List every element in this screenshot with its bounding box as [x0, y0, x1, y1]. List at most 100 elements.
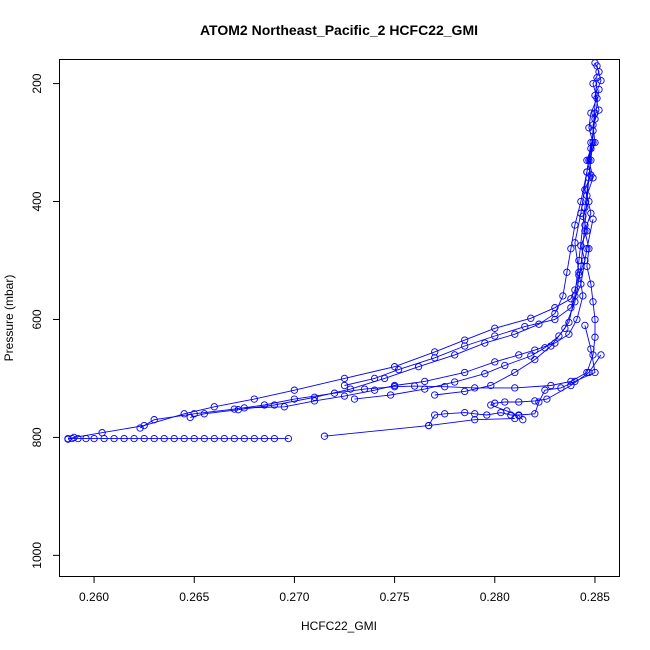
x-tick-label: 0.260 [79, 590, 109, 604]
data-point [160, 434, 168, 443]
y-tick-label: 1000 [30, 542, 44, 569]
data-point [571, 377, 579, 386]
data-point [310, 397, 319, 405]
data-point [230, 434, 238, 443]
data-point [270, 434, 279, 443]
data-point [541, 386, 549, 394]
data-point [290, 386, 299, 394]
data-point [585, 245, 593, 253]
data-point [481, 339, 489, 347]
data-point [483, 411, 491, 419]
data-point [250, 434, 258, 443]
data-point [597, 351, 605, 359]
data-point [451, 351, 459, 359]
data-point [394, 365, 403, 374]
y-axis: 200 400 600 800 1000 [30, 73, 60, 569]
data-point [521, 322, 529, 331]
data-point [220, 434, 228, 443]
data-point [100, 434, 108, 443]
data-point [587, 138, 595, 147]
data-point [136, 424, 144, 432]
data-point [441, 383, 449, 391]
series-line [67, 62, 600, 440]
series-group [186, 85, 603, 422]
series-line [139, 65, 602, 429]
data-point [421, 377, 429, 386]
chart-title: ATOM2 Northeast_Pacific_2 HCFC22_GMI [200, 22, 478, 38]
data-point [567, 304, 575, 312]
series-group [64, 59, 603, 443]
data-point [519, 416, 527, 424]
data-point [501, 361, 509, 370]
data-point [491, 332, 499, 340]
data-point [531, 410, 539, 418]
data-point [130, 434, 138, 443]
data-point [431, 348, 439, 356]
data-point [370, 374, 379, 383]
data-point [531, 355, 539, 364]
data-point [579, 292, 587, 300]
data-point [370, 386, 379, 394]
data-point [491, 324, 499, 332]
x-axis: 0.260 0.265 0.270 0.275 0.280 0.285 [79, 576, 610, 604]
data-point [511, 384, 519, 392]
data-point [591, 315, 599, 324]
data-point [491, 399, 499, 407]
data-point [487, 401, 495, 409]
data-point [531, 397, 539, 405]
data-point [585, 174, 593, 182]
data-point [563, 268, 571, 276]
data-point [573, 315, 581, 324]
data-point [471, 416, 479, 424]
data-point [230, 405, 238, 413]
y-tick-label: 800 [30, 427, 44, 447]
plot-area [64, 59, 605, 443]
data-point [421, 385, 429, 393]
data-point [390, 381, 399, 390]
data-point [140, 434, 148, 443]
data-point [551, 309, 559, 318]
series-line [434, 77, 598, 396]
data-point [386, 391, 395, 399]
series-group [431, 74, 601, 399]
data-point [481, 370, 489, 378]
data-point [290, 395, 299, 403]
data-point [567, 381, 575, 390]
series-line [344, 219, 594, 386]
series-line [190, 89, 600, 418]
data-point [350, 395, 359, 403]
data-point [581, 221, 589, 229]
data-point [425, 421, 433, 430]
data-point [140, 421, 148, 430]
data-point [90, 434, 98, 443]
data-point [589, 215, 597, 223]
data-point [240, 434, 248, 443]
data-point [170, 434, 178, 443]
data-point [431, 411, 439, 419]
data-point [559, 292, 567, 300]
data-point [565, 330, 573, 338]
data-point [587, 345, 595, 353]
data-point [200, 434, 208, 443]
data-point [571, 298, 579, 306]
data-point [511, 414, 519, 423]
x-axis-label: HCFC22_GMI [301, 619, 377, 633]
data-point [581, 203, 589, 212]
data-point [587, 280, 595, 288]
data-point [190, 410, 198, 418]
data-point [589, 127, 597, 135]
data-point [431, 391, 439, 399]
data-point [515, 351, 523, 359]
y-axis-label: Pressure (mbar) [2, 275, 16, 362]
data-point [527, 314, 535, 322]
series-group [350, 109, 599, 403]
data-point [561, 324, 569, 332]
data-point [340, 374, 349, 383]
data-point [471, 410, 479, 418]
y-tick-label: 200 [30, 73, 44, 93]
data-point [591, 333, 599, 341]
series-group [487, 351, 605, 424]
data-point [593, 74, 601, 82]
data-point [110, 434, 118, 443]
data-point [581, 321, 589, 330]
